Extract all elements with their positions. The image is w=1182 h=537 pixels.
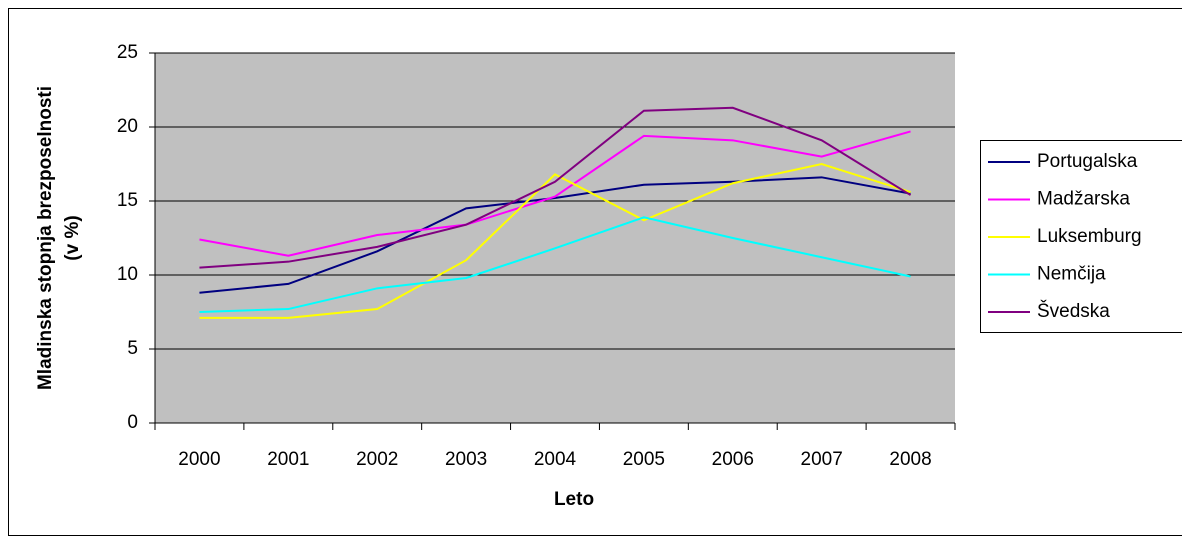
- x-axis-label: Leto: [554, 489, 594, 510]
- x-tick-label: 2002: [356, 449, 398, 470]
- line-series: [199, 106, 912, 269]
- x-tick-label: 2000: [178, 449, 220, 470]
- legend-label: Nemčija: [1037, 264, 1106, 285]
- line-series: [199, 162, 911, 319]
- legend-label: Portugalska: [1037, 151, 1138, 172]
- plot-area: [155, 53, 955, 423]
- y-axis-label: (v %): [62, 215, 83, 260]
- y-tick-label: 20: [117, 116, 138, 137]
- legend-label: Luksemburg: [1037, 226, 1142, 247]
- legend-label: Madžarska: [1037, 189, 1130, 210]
- legend-label: Švedska: [1037, 300, 1110, 322]
- x-tick-label: 2006: [712, 449, 754, 470]
- x-tick-label: 2004: [534, 449, 577, 470]
- y-tick-label: 5: [127, 338, 138, 359]
- x-tick-label: 2001: [267, 449, 309, 470]
- x-tick-label: 2008: [889, 449, 931, 470]
- line-series: [199, 176, 911, 294]
- y-tick-label: 25: [117, 42, 138, 63]
- y-tick-label: 10: [117, 264, 138, 285]
- x-tick-label: 2003: [445, 449, 487, 470]
- line-series: [199, 216, 911, 313]
- y-tick-label: 15: [117, 190, 138, 211]
- x-tick-label: 2005: [623, 449, 665, 470]
- line-series: [199, 130, 911, 257]
- y-axis-label: Mladinska stopnja brezposelnosti: [35, 86, 56, 390]
- y-tick-label: 0: [127, 412, 138, 433]
- x-tick-label: 2007: [801, 449, 843, 470]
